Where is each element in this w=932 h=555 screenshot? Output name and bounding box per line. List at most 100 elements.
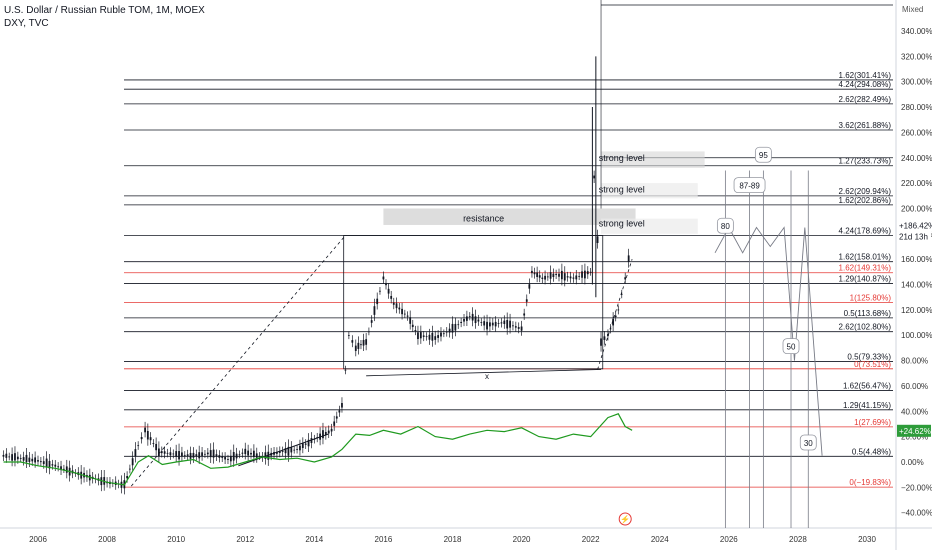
price-candle <box>131 458 134 466</box>
price-candle <box>589 271 592 273</box>
projected-path <box>714 226 823 456</box>
price-candle <box>578 275 581 277</box>
price-candle <box>244 448 247 455</box>
price-candle <box>409 317 412 324</box>
price-candle <box>11 454 13 461</box>
lightning-icon: ⚡ <box>620 514 630 524</box>
price-candle <box>333 421 336 426</box>
y-tick-label: 80.00% <box>901 357 928 366</box>
price-candle <box>60 466 62 471</box>
annotation-label: strong level <box>599 153 645 163</box>
price-candle <box>178 451 180 460</box>
price-candle <box>460 321 463 324</box>
price-candle <box>126 476 129 479</box>
price-candle <box>489 322 491 327</box>
price-candle <box>160 451 163 454</box>
price-candle <box>166 452 169 454</box>
price-candle <box>385 283 387 286</box>
target-label: 95 <box>754 146 772 163</box>
price-candle <box>497 323 500 324</box>
price-candle <box>474 316 477 324</box>
price-candle <box>51 464 54 466</box>
price-candle <box>175 451 178 457</box>
price-candle <box>134 449 137 457</box>
price-candle <box>506 319 509 329</box>
fib-level-label: 0(−19.83%) <box>849 478 891 487</box>
fib-level-label: 2.62(102.80%) <box>839 323 892 332</box>
annotation-label: strong level <box>599 219 645 229</box>
fib-level-label: 1.27(233.73%) <box>839 157 892 166</box>
price-candle <box>229 455 232 462</box>
price-candle <box>204 453 206 455</box>
price-candle <box>533 272 536 275</box>
price-candle <box>627 255 630 262</box>
price-candle <box>549 272 552 279</box>
price-candle <box>536 272 539 277</box>
price-candle <box>313 438 316 440</box>
target-label-box <box>733 177 766 194</box>
trend-line <box>366 369 602 377</box>
price-candle <box>287 446 290 456</box>
price-candle <box>172 453 175 455</box>
price-candle <box>327 430 330 434</box>
price-candle <box>324 431 327 436</box>
price-candle <box>586 271 589 275</box>
price-candle <box>538 275 541 278</box>
price-candle <box>448 328 451 333</box>
x-tick-label: 2030 <box>858 535 876 544</box>
price-candle <box>163 451 166 454</box>
fib-level-label: 1(125.80%) <box>850 294 892 303</box>
price-candle <box>22 457 25 461</box>
price-badge-text: 21d 13h <box>899 232 928 241</box>
price-candle <box>301 443 304 449</box>
price-candle <box>428 334 431 340</box>
price-candle <box>376 298 379 305</box>
y-tick-label: 340.00% <box>901 27 932 36</box>
scale-mode-label[interactable]: Mixed <box>902 5 924 14</box>
target-label-text: 80 <box>721 222 730 231</box>
price-candle <box>445 331 448 333</box>
price-candle <box>144 427 146 433</box>
price-candle <box>437 335 440 338</box>
symbol-title[interactable]: U.S. Dollar / Russian Ruble TOM, 1M, MOE… <box>4 5 205 16</box>
target-label-text: 87-89 <box>739 182 760 191</box>
dxy-badge <box>897 424 931 437</box>
price-candle <box>293 449 296 451</box>
price-candle <box>603 336 606 340</box>
fib-level-label: 2.62(209.94%) <box>839 187 892 196</box>
price-candle <box>299 445 301 451</box>
price-candle <box>2 454 5 457</box>
target-label-box <box>716 217 734 234</box>
price-candle <box>252 450 255 458</box>
price-candle <box>8 456 11 458</box>
price-candle <box>528 284 531 289</box>
y-tick-label: 40.00% <box>901 407 928 416</box>
price-candle <box>544 275 546 280</box>
price-candle <box>351 340 354 343</box>
price-candle <box>169 452 172 456</box>
price-candle <box>494 321 497 327</box>
price-candle <box>19 458 22 459</box>
fib-level-label: 0.5(4.48%) <box>852 447 891 456</box>
price-candle <box>250 452 252 455</box>
price-badge <box>897 230 931 243</box>
price-candle <box>28 457 31 462</box>
compare-symbol[interactable]: DXY, TVC <box>4 18 49 29</box>
price-candle <box>189 452 192 459</box>
price-candle <box>531 270 533 274</box>
price-candle <box>235 453 238 459</box>
price-candle <box>54 464 57 467</box>
price-candle <box>503 320 506 325</box>
price-badge <box>897 219 931 232</box>
y-tick-label: 0.00% <box>901 458 924 467</box>
fib-level-label: 2.62(282.49%) <box>839 95 892 104</box>
target-label: 87-89 <box>733 177 766 194</box>
fib-level-label: 1.62(158.01%) <box>839 253 892 262</box>
support-trendline <box>238 433 329 467</box>
price-candle <box>523 313 526 316</box>
strong-level-zone <box>601 151 705 168</box>
price-candle <box>486 321 488 330</box>
dashed-trendline <box>597 259 633 370</box>
y-tick-label: 200.00% <box>901 204 932 213</box>
